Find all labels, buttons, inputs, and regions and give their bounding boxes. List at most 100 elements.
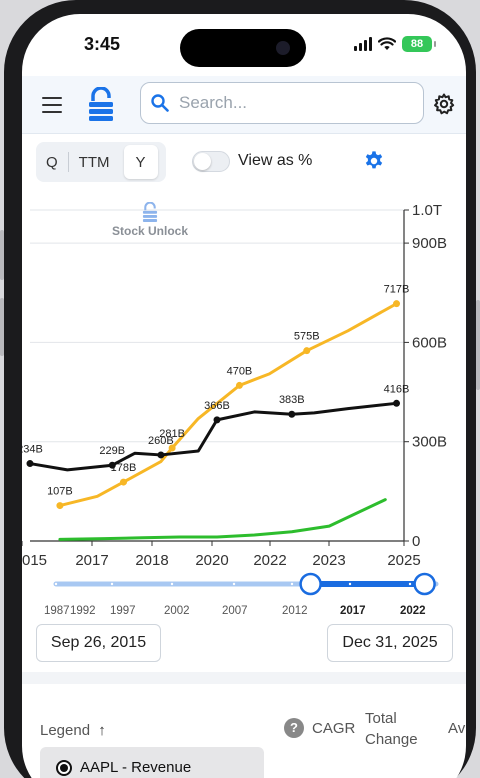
hamburger-menu-icon[interactable] bbox=[42, 97, 62, 113]
toggle-knob bbox=[194, 153, 211, 170]
x-tick-label: 2020 bbox=[195, 552, 228, 569]
slider-tick-label: 2012 bbox=[282, 605, 308, 617]
date-range-slider[interactable]: 1987 1992 1997 2002 2007 2012 2017 2022 bbox=[22, 570, 466, 632]
slider-tick-label: 2017 bbox=[340, 605, 366, 617]
search-box[interactable] bbox=[140, 82, 424, 124]
y-tick-label: 1.0T bbox=[412, 202, 442, 219]
slider-tick bbox=[348, 582, 352, 586]
wifi-icon bbox=[378, 37, 396, 50]
end-date-button[interactable]: Dec 31, 2025 bbox=[327, 624, 453, 662]
slider-tick-label: 2002 bbox=[164, 605, 190, 617]
phone-side-button bbox=[0, 298, 4, 356]
section-divider bbox=[22, 672, 466, 684]
data-point bbox=[288, 410, 296, 418]
total-change-column-header[interactable]: Total Change bbox=[365, 708, 418, 750]
legend-sort-button[interactable]: Legend ↑ bbox=[40, 722, 106, 739]
y-tick-label: 600B bbox=[412, 334, 447, 351]
date-range-row: Sep 26, 2015 Dec 31, 2025 bbox=[22, 624, 466, 664]
data-label: 470B bbox=[227, 365, 253, 377]
total-change-line2: Change bbox=[365, 731, 418, 748]
x-tick-label: 015 bbox=[22, 552, 47, 569]
view-as-percent-toggle[interactable] bbox=[192, 151, 230, 172]
data-label: 234B bbox=[22, 444, 43, 456]
legend-radio-button[interactable] bbox=[56, 760, 72, 776]
slider-tick bbox=[408, 582, 412, 586]
series-line bbox=[28, 401, 399, 472]
x-tick-label: 2025 bbox=[387, 552, 420, 569]
y-tick-label: 900B bbox=[412, 235, 447, 252]
x-tick-label: 2017 bbox=[75, 552, 108, 569]
watermark-text: Stock Unlock bbox=[111, 224, 189, 238]
y-tick-label: 300B bbox=[412, 434, 447, 451]
slider-tick bbox=[110, 582, 114, 586]
help-icon[interactable]: ? bbox=[284, 718, 304, 738]
data-label: 281B bbox=[159, 428, 185, 440]
x-tick-label: 2023 bbox=[312, 552, 345, 569]
data-label: 366B bbox=[204, 400, 230, 412]
chart-settings-gear-icon[interactable] bbox=[363, 150, 385, 172]
data-point bbox=[157, 451, 165, 459]
phone-side-button bbox=[0, 230, 4, 280]
x-tick-label: 2022 bbox=[253, 552, 286, 569]
data-point bbox=[393, 399, 401, 407]
signal-icon bbox=[354, 37, 372, 51]
slider-tick bbox=[290, 582, 294, 586]
slider-tick bbox=[54, 582, 58, 586]
search-input[interactable] bbox=[179, 93, 399, 113]
average-column-header[interactable]: Av bbox=[448, 720, 466, 737]
slider-tick bbox=[232, 582, 236, 586]
slider-end-handle[interactable] bbox=[413, 572, 436, 596]
legend-header: Legend ↑ ? CAGR Total Change Av bbox=[22, 694, 466, 754]
period-ttm-button[interactable]: TTM bbox=[78, 153, 110, 171]
data-label: 260B bbox=[148, 435, 174, 447]
cagr-column-header[interactable]: CAGR bbox=[312, 720, 356, 737]
legend-item-label: AAPL - Revenue bbox=[80, 759, 192, 776]
stock-unlock-logo-icon bbox=[142, 202, 158, 222]
settings-gear-icon[interactable] bbox=[432, 92, 456, 116]
slider-tick-label: 1987 bbox=[44, 605, 70, 617]
data-label: 383B bbox=[279, 394, 305, 406]
data-point bbox=[120, 478, 127, 486]
search-icon bbox=[151, 94, 169, 112]
legend-item-aapl-revenue[interactable]: AAPL - Revenue bbox=[40, 747, 264, 778]
legend-title: Legend bbox=[40, 722, 91, 739]
data-point bbox=[213, 416, 221, 424]
period-selector: Q TTM Y bbox=[36, 142, 166, 182]
data-point bbox=[303, 347, 311, 355]
slider-tick-label: 2022 bbox=[400, 605, 426, 617]
data-label: 107B bbox=[47, 486, 73, 498]
period-q-button[interactable]: Q bbox=[36, 152, 69, 172]
data-point bbox=[56, 502, 64, 510]
slider-tick-label: 1992 bbox=[70, 605, 96, 617]
period-y-button[interactable]: Y bbox=[123, 145, 158, 179]
data-label: 178B bbox=[111, 462, 137, 474]
data-label: 416B bbox=[384, 383, 410, 395]
status-icons: 88 bbox=[354, 36, 436, 52]
data-label: 575B bbox=[294, 331, 320, 343]
slider-start-handle[interactable] bbox=[299, 572, 322, 596]
battery-icon: 88 bbox=[402, 36, 436, 52]
total-change-line1: Total bbox=[365, 710, 397, 727]
phone-screen: 3:45 88 bbox=[22, 14, 466, 778]
view-as-percent-label: View as % bbox=[238, 152, 313, 169]
slider-tick-label: 2007 bbox=[222, 605, 248, 617]
phone-side-button bbox=[476, 300, 480, 390]
slider-tick-label: 1997 bbox=[110, 605, 136, 617]
y-tick-label: 0 bbox=[412, 533, 420, 550]
data-point bbox=[393, 300, 401, 308]
dynamic-island bbox=[180, 29, 306, 67]
stock-unlock-logo-icon[interactable] bbox=[88, 87, 114, 121]
x-tick-label: 2018 bbox=[135, 552, 168, 569]
data-point bbox=[26, 460, 34, 468]
revenue-chart: 0 300B 600B 900B 1.0T 015 2017 2018 2020 2022 2023… bbox=[22, 202, 447, 569]
status-bar: 3:45 88 bbox=[22, 14, 466, 76]
app-header bbox=[22, 76, 466, 134]
slider-tick bbox=[170, 582, 174, 586]
start-date-button[interactable]: Sep 26, 2015 bbox=[36, 624, 161, 662]
data-point bbox=[108, 461, 116, 469]
series-line bbox=[58, 302, 399, 508]
data-point bbox=[235, 381, 243, 389]
status-time: 3:45 bbox=[84, 34, 121, 54]
series-line bbox=[58, 498, 387, 541]
